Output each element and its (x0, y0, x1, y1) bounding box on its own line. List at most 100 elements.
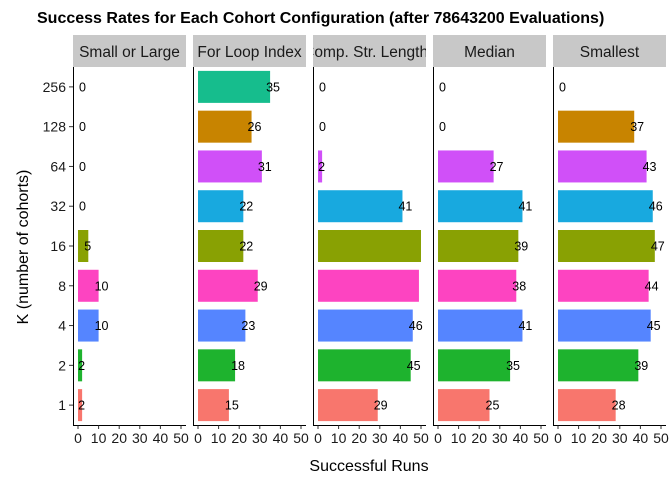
bar-small-or-large-k8 (78, 269, 99, 302)
x-tick-label: 50 (293, 430, 309, 446)
bar-median-k32 (438, 190, 523, 223)
y-tick-label: 64 (50, 158, 66, 174)
bar-smallest-k2 (558, 349, 639, 382)
facet-strip (193, 35, 306, 67)
data-label: 22 (239, 240, 253, 254)
x-tick-label: 10 (91, 430, 107, 446)
x-tick-label: 40 (633, 430, 649, 446)
data-label: 0 (79, 160, 86, 174)
data-label: 28 (612, 399, 626, 413)
data-label: 2 (78, 399, 85, 413)
x-tick-label: 50 (533, 430, 549, 446)
data-label: 0 (559, 80, 566, 94)
bar-small-or-large-k16 (78, 230, 89, 262)
data-label: 0 (79, 200, 86, 214)
x-tick-label: 30 (132, 430, 148, 446)
x-tick-label: 30 (492, 430, 508, 446)
bar-comp-str-lengths-k32 (318, 190, 403, 223)
bar-for-loop-index-k32 (198, 190, 244, 223)
x-tick-label: 0 (74, 430, 82, 446)
x-tick-label: 20 (351, 430, 367, 446)
facet-strip (73, 35, 186, 67)
y-tick-label: 16 (50, 238, 66, 254)
bar-comp-str-lengths-k1 (318, 389, 378, 422)
data-label: 10 (95, 319, 109, 333)
data-label: 29 (374, 399, 388, 413)
bar-smallest-k16 (558, 230, 655, 262)
facet-panel-median: Median 25 35 41 38 39 41 27 0 0 0 10 20 30 40 50 (433, 35, 549, 446)
bar-for-loop-index-k4 (198, 309, 246, 342)
bar-small-or-large-k1 (78, 389, 83, 422)
data-label: 2 (78, 359, 85, 373)
bar-smallest-k4 (558, 309, 651, 342)
x-tick-label: 20 (231, 430, 247, 446)
x-tick-label: 20 (471, 430, 487, 446)
data-label: 47 (651, 240, 665, 254)
facet-strip-label: Comp. Str. Lengths (303, 44, 436, 61)
x-tick-label: 0 (554, 430, 562, 446)
x-tick-label: 0 (434, 430, 442, 446)
facet-strip (433, 35, 546, 67)
bar-small-or-large-k4 (78, 309, 99, 342)
facet-strip-label: Median (464, 44, 515, 61)
data-label: 39 (634, 359, 648, 373)
data-label: 22 (239, 200, 253, 214)
x-tick-label: 30 (252, 430, 268, 446)
data-label: 41 (518, 319, 532, 333)
data-label: 0 (319, 120, 326, 134)
x-tick-label: 0 (194, 430, 202, 446)
y-axis-title: K (number of cohorts) (15, 170, 32, 325)
x-tick-label: 40 (393, 430, 409, 446)
data-label: 18 (231, 359, 245, 373)
bar-smallest-k64 (558, 150, 647, 183)
bar-median-k64 (438, 150, 494, 183)
x-tick-label: 40 (153, 430, 169, 446)
x-tick-label: 10 (331, 430, 347, 446)
x-tick-label: 10 (571, 430, 587, 446)
x-axis-title: Successful Runs (309, 458, 428, 475)
data-label: 5 (84, 240, 91, 254)
bar-for-loop-index-k16 (198, 230, 244, 262)
y-tick-label: 32 (50, 198, 66, 214)
data-label: 29 (254, 279, 268, 293)
x-tick-label: 20 (111, 430, 127, 446)
bar-median-k1 (438, 389, 490, 422)
data-label: 2 (318, 160, 325, 174)
facet-strip (553, 35, 666, 67)
data-label: 27 (490, 160, 504, 174)
y-tick-label: 1 (58, 397, 66, 413)
data-label: 41 (518, 200, 532, 214)
facet-strip-label: Small or Large (79, 44, 180, 61)
data-label: 44 (645, 279, 659, 293)
data-label: 26 (248, 120, 262, 134)
bar-smallest-k8 (558, 269, 649, 302)
data-label: 46 (649, 200, 663, 214)
bar-comp-str-lengths-k64 (318, 150, 323, 183)
x-tick-label: 50 (653, 430, 669, 446)
data-label: 25 (486, 399, 500, 413)
bar-for-loop-index-k256 (198, 70, 271, 103)
facet-panel-for-loop-index: For Loop Index 15 18 23 29 22 22 31 26 35 0 10 20 30 4… (193, 35, 309, 446)
data-label: 0 (319, 80, 326, 94)
x-tick-label: 0 (314, 430, 322, 446)
bar-small-or-large-k2 (78, 349, 83, 382)
y-axis: 1 2 4 8 16 32 64 128 256 (43, 79, 73, 413)
bar-comp-str-lengths-k4 (318, 309, 413, 342)
bar-smallest-k1 (558, 389, 616, 422)
chart-title: Success Rates for Each Cohort Configurat… (37, 10, 604, 27)
bar-median-k2 (438, 349, 511, 382)
bar-for-loop-index-k8 (198, 269, 258, 302)
bar-median-k4 (438, 309, 523, 342)
facet-strip-label: For Loop Index (197, 44, 302, 61)
x-tick-label: 30 (372, 430, 388, 446)
data-label: 0 (79, 80, 86, 94)
y-tick-label: 128 (43, 119, 67, 135)
facet-panel-smallest: Smallest 28 39 45 44 47 46 43 37 0 0 10 20 30 40 50 (553, 35, 669, 446)
data-label: 41 (398, 200, 412, 214)
data-label: 0 (439, 120, 446, 134)
x-tick-label: 10 (211, 430, 227, 446)
